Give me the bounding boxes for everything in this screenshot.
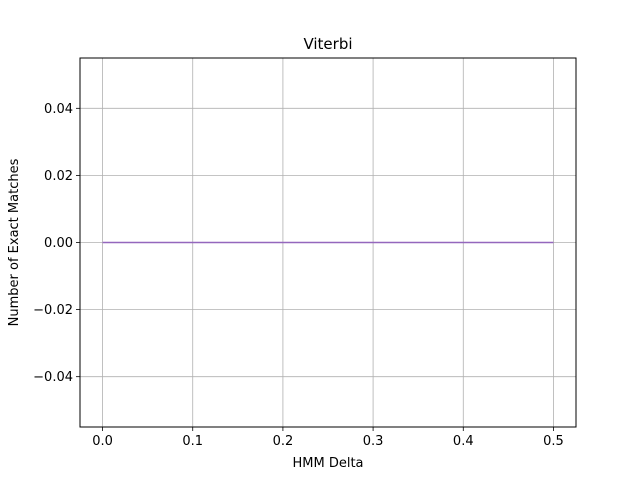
- x-tick-label: 0.4: [453, 434, 474, 449]
- y-tick-label: 0.02: [44, 169, 73, 184]
- y-axis-ticks: −0.04 −0.02 0.00 0.02 0.04: [33, 102, 80, 385]
- x-tick-label: 0.2: [273, 434, 294, 449]
- x-tick-label: 0.3: [363, 434, 384, 449]
- chart-title: Viterbi: [303, 35, 352, 53]
- y-tick-label: −0.02: [33, 303, 73, 318]
- y-tick-label: −0.04: [33, 370, 73, 385]
- y-tick-label: 0.04: [44, 102, 73, 117]
- x-axis-ticks: 0.0 0.1 0.2 0.3 0.4 0.5: [92, 427, 564, 449]
- x-tick-label: 0.0: [92, 434, 113, 449]
- y-tick-label: 0.00: [44, 236, 73, 251]
- x-tick-label: 0.5: [543, 434, 564, 449]
- x-tick-label: 0.1: [182, 434, 203, 449]
- y-axis-label: Number of Exact Matches: [7, 158, 22, 326]
- x-axis-label: HMM Delta: [292, 456, 363, 471]
